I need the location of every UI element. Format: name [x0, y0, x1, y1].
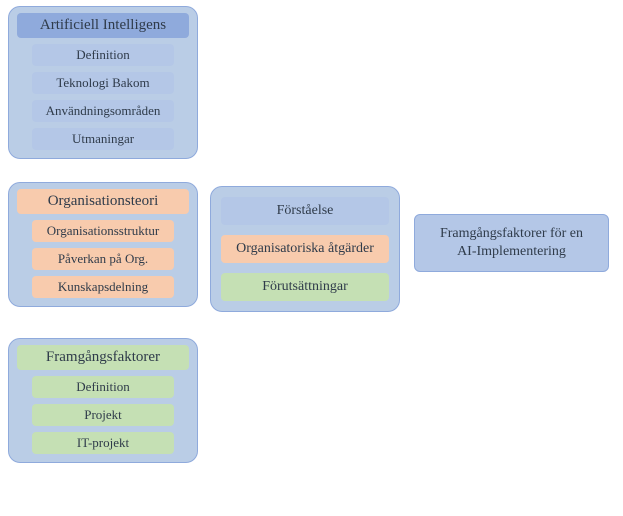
panel-org-item: Organisationsstruktur [32, 220, 173, 242]
panel-framg-item: Projekt [32, 404, 173, 426]
middle-item-forstaelse: Förståelse [221, 197, 389, 225]
result-line2: AI-Implementering [457, 244, 566, 259]
panel-org-item: Kunskapsdelning [32, 276, 173, 298]
panel-ai-item: Utmaningar [32, 128, 173, 150]
panel-framg-item: Definition [32, 376, 173, 398]
panel-ai-item: Definition [32, 44, 173, 66]
panel-org: Organisationsteori Organisationsstruktur… [8, 182, 198, 307]
result-box: Framgångsfaktorer för en AI-Implementeri… [414, 214, 609, 272]
panel-ai-header: Artificiell Intelligens [17, 13, 189, 38]
middle-item-org-atgarder: Organisatoriska åtgärder [221, 235, 389, 263]
panel-ai-item: Teknologi Bakom [32, 72, 173, 94]
panel-framg-item: IT-projekt [32, 432, 173, 454]
panel-org-item: Påverkan på Org. [32, 248, 173, 270]
result-line1: Framgångsfaktorer för en [440, 226, 583, 241]
panel-org-header: Organisationsteori [17, 189, 189, 214]
panel-framg: Framgångsfaktorer Definition Projekt IT-… [8, 338, 198, 463]
panel-ai-item: Användningsområden [32, 100, 173, 122]
panel-framg-header: Framgångsfaktorer [17, 345, 189, 370]
middle-panel: Förståelse Organisatoriska åtgärder Föru… [210, 186, 400, 312]
middle-item-forutsattningar: Förutsättningar [221, 273, 389, 301]
panel-ai: Artificiell Intelligens Definition Tekno… [8, 6, 198, 159]
